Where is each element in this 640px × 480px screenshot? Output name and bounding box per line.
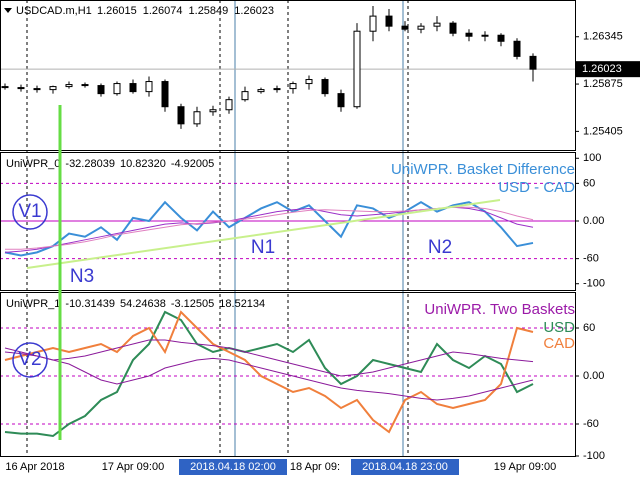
annotation: N1 (251, 237, 275, 258)
candle-body (145, 81, 153, 93)
candle-body (433, 22, 441, 27)
current-price-label: 1.26023 (582, 63, 622, 75)
candle-body (449, 22, 457, 34)
indicator-line (4, 339, 534, 377)
y-tick-label: -60 (583, 253, 599, 265)
trend-line (26, 199, 501, 269)
candle-body (193, 111, 201, 125)
indicator-title: UniWPR. Basket Difference (391, 161, 575, 178)
annotation: V2 (18, 349, 41, 370)
annotation-circle (12, 194, 48, 230)
header-value: -10.31439 (65, 298, 115, 310)
dropdown-arrow (4, 8, 12, 13)
y-tick-label: 1.26345 (583, 31, 623, 43)
pane-border (0, 152, 576, 291)
indicator-title: UniWPR. Two Baskets (424, 301, 575, 318)
annotation: N2 (428, 237, 452, 258)
legend-entry: CAD (543, 335, 575, 352)
candle-body (65, 84, 73, 88)
candle-body (257, 89, 265, 93)
indicator-line (4, 310, 534, 434)
symbol-header: USDCAD.m,H1 1.26015 1.26074 1.25849 1.26023 (16, 5, 274, 17)
x-tick-label: 2018.04.18 23:00 (362, 461, 448, 473)
candle-body (49, 86, 57, 91)
indicator-name: UniWPR_0 (6, 158, 60, 170)
pane-border (0, 0, 576, 151)
header-value: -32.28039 (65, 158, 115, 170)
candle-body (273, 88, 281, 91)
indicator-name: UniWPR_1 (6, 298, 60, 310)
candle-body (369, 15, 377, 32)
x-tick-label: 18 Apr 09: (290, 461, 340, 473)
y-tick-label: 1.25405 (583, 125, 623, 137)
y-tick-label: 60 (583, 322, 595, 334)
candle-body (497, 34, 505, 42)
header-value: 18.52134 (219, 298, 265, 310)
candle-body (337, 93, 345, 108)
time-highlight (179, 459, 287, 475)
header-value: -3.12505 (171, 298, 214, 310)
current-price-box (575, 61, 640, 78)
header-value: 54.24638 (120, 298, 166, 310)
candle-body (177, 106, 185, 125)
candle-body (33, 88, 41, 91)
header-value: 1.26023 (234, 5, 274, 17)
indicator-line (4, 310, 534, 438)
candle-body (129, 83, 137, 93)
header-value: 1.26015 (97, 5, 137, 17)
indicator-line (4, 351, 534, 401)
header-value: 1.25849 (189, 5, 229, 17)
x-tick-label: 19 Apr 09:00 (494, 461, 556, 473)
candle-body (225, 99, 233, 111)
candle-body (17, 87, 25, 90)
indicator-header: UniWPR_0 -32.28039 10.82320 -4.92005 (6, 158, 214, 170)
candle-body (417, 25, 425, 30)
y-tick-label: 1.25875 (583, 78, 623, 90)
annotation-circle (12, 342, 48, 378)
header-value: 10.82320 (120, 158, 166, 170)
y-tick-label: 0.00 (583, 215, 604, 227)
candle-body (321, 79, 329, 95)
candle-body (385, 15, 393, 27)
candle-body (161, 81, 169, 108)
candle-body (481, 34, 489, 37)
candle-body (97, 85, 105, 95)
candle-body (353, 30, 361, 108)
y-tick-label: 0.00 (583, 370, 604, 382)
y-tick-label: -100 (583, 278, 605, 290)
candle-body (465, 32, 473, 37)
x-tick-label: 16 Apr 2018 (5, 461, 64, 473)
candle-body (241, 91, 249, 101)
candle-body (529, 55, 537, 70)
annotation: V1 (18, 201, 41, 222)
x-tick-label: 17 Apr 09:00 (102, 461, 164, 473)
time-highlight (351, 459, 459, 475)
legend-entry: USD - CAD (498, 179, 575, 196)
header-value: 1.26074 (143, 5, 183, 17)
pane-border (0, 292, 576, 457)
annotation: N3 (70, 266, 94, 287)
candle-body (401, 25, 409, 30)
candle-body (289, 83, 297, 90)
candle-body (513, 40, 521, 57)
y-tick-label: 60 (583, 177, 595, 189)
header-value: -4.92005 (171, 158, 214, 170)
candle-body (305, 79, 313, 85)
y-tick-label: -100 (583, 450, 605, 462)
candle-body (81, 84, 89, 87)
candle-body (209, 109, 217, 113)
legend-entry: USD (543, 319, 575, 336)
candle-body (113, 83, 121, 95)
x-tick-label: 2018.04.18 02:00 (190, 461, 276, 473)
indicator-header: UniWPR_1 -10.31439 54.24638 -3.12505 18.5213… (6, 298, 265, 310)
y-tick-label: -60 (583, 418, 599, 430)
candle-body (1, 86, 9, 89)
symbol: USDCAD.m,H1 (16, 5, 92, 17)
y-tick-label: 100 (583, 152, 601, 164)
